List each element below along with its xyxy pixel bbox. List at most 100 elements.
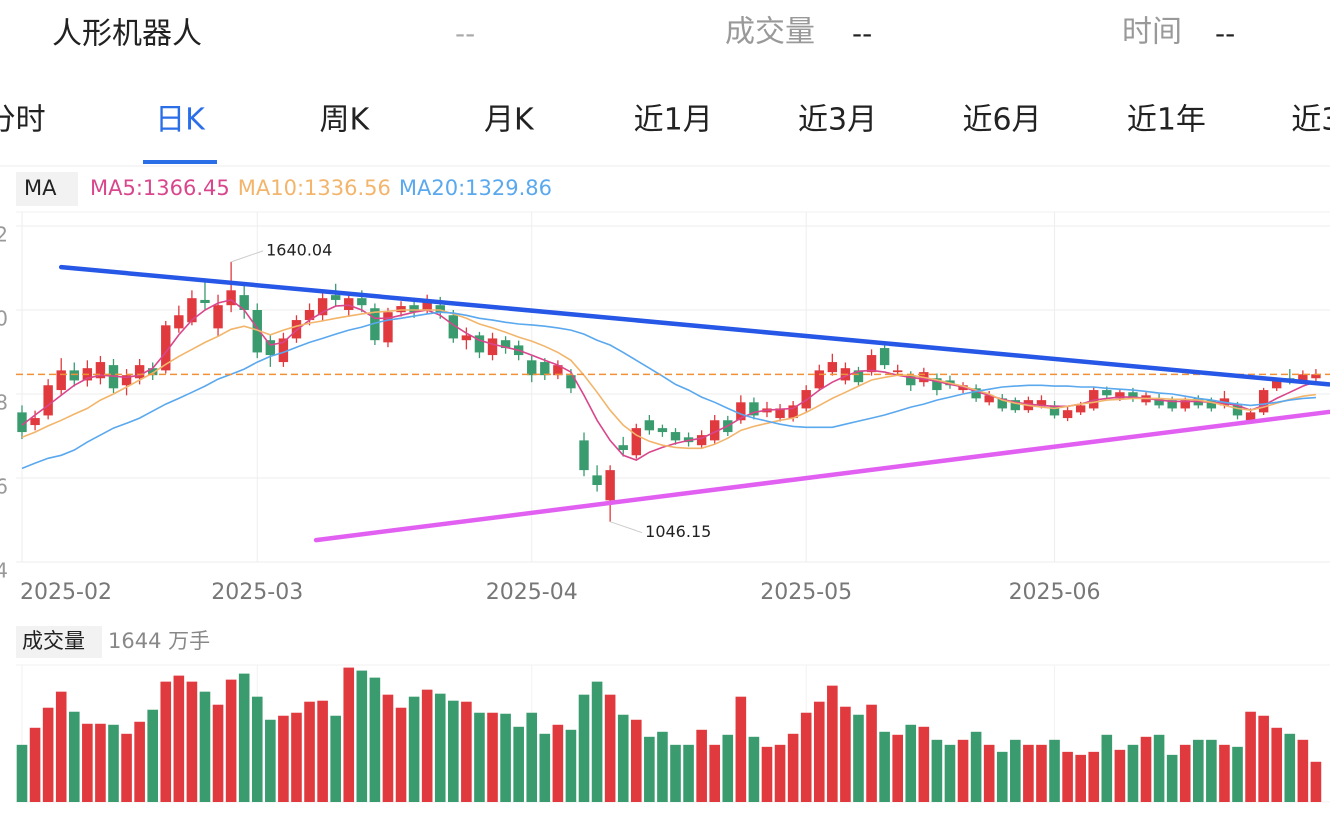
tab[interactable]: 近3月: [798, 103, 877, 138]
volume-bar: [1010, 739, 1021, 802]
candle-body: [1167, 400, 1177, 409]
volume-bar: [827, 685, 838, 802]
candle-body: [644, 420, 655, 431]
tab[interactable]: 近6月: [962, 103, 1041, 138]
volume-bar: [1049, 739, 1060, 802]
min-leader: [609, 521, 643, 534]
candle-body: [370, 308, 380, 341]
candle-body: [383, 312, 393, 343]
volume-bar: [957, 739, 969, 802]
volume-bar: [1127, 744, 1139, 802]
time-value: --: [1215, 17, 1235, 50]
tab-bar: 分时 日K 周K 月K 近1月 近3月 近6月 近1年 近3年: [0, 103, 1330, 164]
volume-bar: [644, 736, 655, 802]
volume-bar: [1101, 734, 1113, 802]
candle-body: [1010, 400, 1021, 411]
y-tick-label: 954: [0, 559, 8, 583]
volume-bar: [251, 696, 263, 802]
volume-bar: [330, 715, 341, 802]
volume-bar: [787, 733, 799, 802]
candle-body: [200, 299, 210, 303]
candle-body: [827, 362, 838, 373]
candle-body: [553, 365, 563, 376]
volume-bar: [578, 694, 590, 802]
volume-bar: [42, 707, 54, 802]
volume-bar: [800, 712, 812, 802]
volume-bar: [238, 673, 250, 802]
volume-bar: [448, 700, 459, 802]
volume-bar: [879, 731, 890, 802]
volume-bar: [487, 712, 498, 802]
candle-body: [330, 295, 341, 300]
max-label: 1640.04: [266, 240, 332, 259]
candle-body: [775, 408, 785, 419]
volume-bar: [944, 744, 956, 802]
volume-bar: [1062, 751, 1073, 802]
volume-bar: [983, 744, 995, 802]
y-tick-label: 1338: [0, 391, 8, 415]
volume-bar: [761, 746, 773, 802]
ma-line: [21, 309, 1316, 450]
tab[interactable]: 分时: [0, 103, 46, 138]
volume-bar: [1166, 754, 1178, 802]
volume-bar: [565, 729, 577, 802]
candle-body: [592, 475, 602, 485]
volume-bar: [55, 691, 67, 802]
ma-line: [21, 299, 1317, 461]
volume-bar: [617, 714, 629, 802]
volume-bar: [291, 712, 302, 802]
volume-bar: [95, 723, 106, 802]
candle-body: [134, 365, 145, 379]
candle-body: [500, 340, 511, 349]
volume-bar: [996, 751, 1008, 802]
candle-body: [906, 375, 916, 386]
tab[interactable]: 月K: [484, 103, 535, 138]
candle-body: [971, 388, 981, 399]
candle-body: [736, 402, 746, 421]
candle-body: [174, 315, 184, 329]
volume-bar: [813, 701, 825, 802]
volume-bar: [160, 681, 172, 802]
volume-bar: [1193, 739, 1204, 802]
candle-body: [579, 440, 589, 471]
volume-bar: [1271, 727, 1283, 802]
volume-bar: [29, 727, 41, 802]
volume-bar: [591, 681, 603, 802]
volume-bar: [1245, 711, 1256, 802]
volume-bar: [1023, 744, 1034, 802]
volume-bar: [552, 724, 564, 802]
price: --: [455, 17, 475, 50]
min-label: 1046.15: [645, 522, 711, 541]
tab[interactable]: 近1年: [1127, 103, 1206, 138]
y-tick-label: 1146: [0, 475, 8, 499]
candle-body: [121, 375, 132, 386]
candle-body: [278, 338, 289, 363]
volume-bar: [970, 731, 982, 802]
volume-bar: [670, 744, 681, 802]
candle-body: [932, 378, 942, 391]
tab[interactable]: 近1月: [634, 103, 713, 138]
tab[interactable]: 近3年: [1291, 103, 1330, 138]
plot: 1722 1530 1338 1146 954 2025-02 2025-03 2025-04…: [0, 211, 1330, 803]
tab[interactable]: 周K: [320, 103, 371, 138]
volume-bar: [1153, 734, 1165, 802]
candle-body: [344, 298, 354, 310]
volume-bar: [500, 713, 511, 802]
volume-bar: [866, 704, 877, 802]
candle-body: [566, 375, 576, 389]
volume-bar: [709, 744, 721, 802]
volume-bar: [918, 726, 930, 802]
candle-body: [788, 405, 798, 419]
volume-bar: [1114, 749, 1126, 802]
candle-body: [892, 370, 903, 373]
candle-body: [148, 368, 158, 376]
candle-body: [984, 395, 994, 403]
volume-bar: [748, 736, 760, 802]
tab[interactable]: 日K: [155, 103, 206, 138]
candle-body: [95, 362, 106, 379]
volume-bar: [539, 733, 551, 802]
volume-bar: [186, 681, 198, 802]
candle-body: [1075, 405, 1086, 413]
volume-bar: [657, 731, 668, 802]
